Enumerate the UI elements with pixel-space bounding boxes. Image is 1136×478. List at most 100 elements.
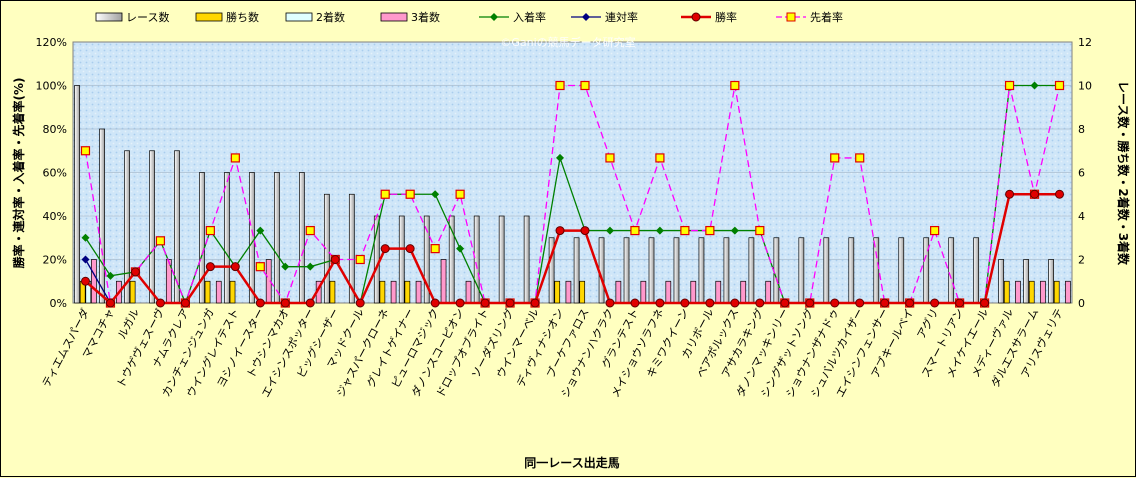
legend-label: 先着率 [810, 10, 843, 24]
point-先着率 [855, 153, 865, 163]
point-勝率 [705, 298, 715, 308]
point-勝率 [555, 226, 565, 236]
legend: レース数 勝ち数 2着数 3着数 入着率 連対率 勝率 先着率 [95, 10, 843, 24]
y-axis-right: 0 2 4 6 8 10 12 [1078, 36, 1092, 310]
bar-series [74, 85, 1071, 304]
point-先着率 [155, 236, 166, 246]
bar-3着数 [465, 280, 472, 304]
bar-3着数 [565, 280, 572, 304]
point-勝率 [355, 298, 365, 308]
bar-レース数 [548, 237, 555, 304]
point-勝率 [930, 298, 940, 308]
x-category-label: アグリ [914, 306, 942, 341]
legend-swatch [95, 12, 123, 22]
point-勝率 [780, 298, 790, 308]
bar-3着数 [640, 280, 647, 304]
point-勝率 [405, 244, 415, 254]
point-勝率 [380, 244, 390, 254]
bar-レース数 [673, 237, 680, 304]
point-勝率 [630, 298, 640, 308]
bar-3着数 [390, 280, 397, 304]
point-勝率 [180, 298, 190, 308]
line-勝率 [84, 193, 1060, 306]
legend-label: 勝率 [715, 10, 737, 24]
bar-レース数 [199, 172, 205, 304]
bar-3着数 [415, 280, 422, 304]
bar-勝ち数 [329, 280, 336, 304]
point-勝率 [80, 276, 90, 286]
bar-勝ち数 [554, 280, 561, 304]
point-勝率 [855, 298, 865, 308]
bar-3着数 [1015, 280, 1021, 304]
bar-勝ち数 [1053, 280, 1060, 304]
legend-item: 2着数 [285, 10, 345, 24]
point-勝率 [1055, 189, 1065, 199]
bar-レース数 [823, 237, 830, 304]
line-先着率 [84, 84, 1061, 305]
bar-レース数 [224, 172, 230, 304]
point-先着率 [205, 225, 215, 236]
bar-レース数 [848, 237, 855, 304]
bar-レース数 [299, 172, 305, 304]
bar-3着数 [1065, 280, 1071, 304]
y-right-tick-label: 6 [1078, 167, 1085, 180]
x-axis-label: 同一レース出走馬 [524, 455, 619, 470]
legend-item: 先着率 [776, 10, 843, 24]
point-入着率 [431, 190, 440, 199]
point-先着率 [830, 153, 840, 163]
y-right-tick-label: 10 [1078, 80, 1092, 93]
point-先着率 [705, 225, 715, 236]
point-勝率 [280, 298, 290, 308]
bar-レース数 [523, 215, 530, 304]
bar-3着数 [440, 259, 447, 304]
y-left-tick-label: 0% [50, 297, 67, 310]
point-勝率 [505, 298, 515, 308]
point-勝率 [105, 298, 115, 308]
legend-label: レース数 [126, 11, 169, 24]
bar-勝ち数 [379, 280, 386, 304]
legend-item: レース数 [95, 11, 169, 24]
point-勝率 [480, 298, 490, 308]
y-left-tick-label: 20% [43, 254, 67, 267]
point-勝率 [130, 267, 140, 277]
point-勝率 [430, 298, 440, 308]
point-連対率 [81, 255, 90, 264]
point-勝率 [980, 298, 990, 308]
bar-レース数 [773, 237, 780, 304]
y-right-tick-label: 12 [1078, 36, 1092, 49]
y-axis-left: 0% 20% 40% 60% 80% 100% 120% [36, 36, 67, 310]
point-勝率 [880, 298, 890, 308]
point-先着率 [555, 80, 565, 91]
legend-label: 連対率 [605, 10, 638, 24]
point-先着率 [380, 189, 390, 199]
bar-3着数 [91, 259, 97, 304]
legend-swatch [195, 12, 223, 22]
legend-marker [582, 13, 590, 21]
point-先着率 [655, 153, 665, 163]
legend-item: 勝ち数 [195, 10, 259, 24]
bar-レース数 [274, 172, 280, 304]
legend-marker [786, 12, 796, 22]
x-axis-categories: ティエムスパーダママコチャルガルトウゲヴェスーヴナムラクレアカンチェンジュンガウ… [39, 306, 1066, 400]
point-入着率 [556, 153, 565, 162]
bar-レース数 [798, 237, 805, 304]
bar-レース数 [398, 215, 405, 304]
bar-レース数 [323, 193, 330, 304]
y-left-tick-label: 100% [36, 80, 67, 93]
point-勝率 [805, 298, 815, 308]
bar-勝ち数 [404, 280, 411, 304]
point-入着率 [456, 244, 465, 253]
legend-label: 2着数 [316, 10, 345, 24]
bar-レース数 [99, 128, 105, 304]
bar-3着数 [715, 280, 722, 304]
point-先着率 [255, 262, 265, 272]
bar-3着数 [665, 280, 672, 304]
legend-label: 勝ち数 [226, 10, 259, 24]
point-勝率 [730, 298, 740, 308]
bar-レース数 [74, 85, 80, 304]
bar-レース数 [1023, 259, 1029, 304]
point-勝率 [830, 298, 840, 308]
bar-勝ち数 [579, 280, 586, 304]
bar-勝ち数 [1003, 280, 1010, 304]
